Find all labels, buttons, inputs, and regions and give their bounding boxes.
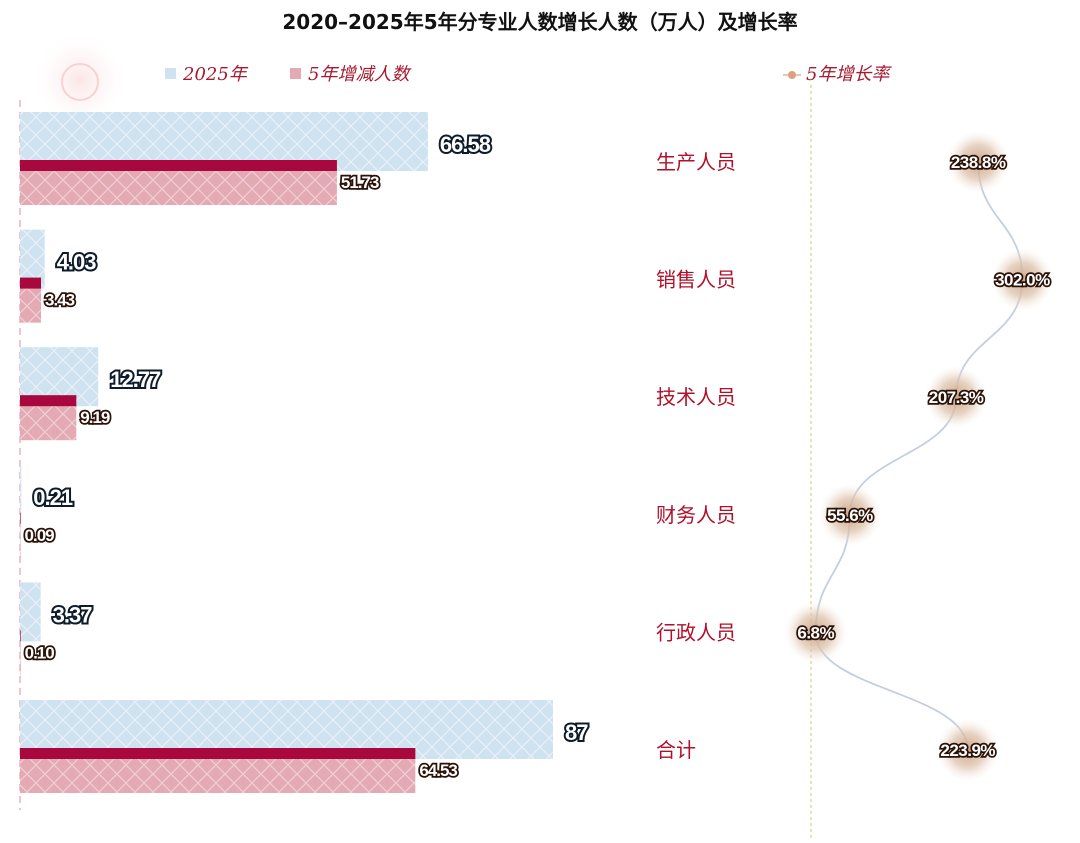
rate-marker-2 <box>925 366 988 429</box>
legend-swatch-change <box>290 68 301 79</box>
rate-label-1: 302.0% <box>995 271 1050 290</box>
bar-change-4 <box>20 630 21 676</box>
category-label-0: 生产人员 <box>656 150 736 174</box>
legend-label-2025: 2025年 <box>182 64 249 85</box>
legend-label-rate: 5年增长率 <box>806 64 892 85</box>
category-label-4: 行政人员 <box>656 620 736 644</box>
bar-change-accent-0 <box>20 160 337 171</box>
label-change-3: 0.09 <box>25 526 55 545</box>
legend: 2025年 5年增减人数 5年增长率 <box>165 64 892 85</box>
label-2025-0: 66.58 <box>440 132 491 157</box>
bar-change-1 <box>20 277 42 323</box>
label-change-5: 64.53 <box>419 761 457 780</box>
rate-label-3: 55.6% <box>827 506 873 525</box>
rate-marker-4 <box>784 601 847 664</box>
category-label-2: 技术人员 <box>656 385 736 409</box>
rate-label-0: 238.8% <box>951 153 1006 172</box>
label-change-1: 3.43 <box>45 291 75 310</box>
bar-change-accent-1 <box>20 277 42 289</box>
rate-label-5: 223.9% <box>940 741 995 760</box>
rate-marker-3 <box>818 483 881 546</box>
bar-change-accent-5 <box>20 748 416 759</box>
bar-2025-3 <box>20 464 22 524</box>
rate-marker-1 <box>991 248 1054 311</box>
bar-change-accent-4 <box>20 630 21 642</box>
bar-2025-4 <box>20 582 41 642</box>
bar-change-3 <box>20 512 21 558</box>
label-change-4: 0.10 <box>25 643 55 662</box>
category-label-5: 合计 <box>656 738 696 762</box>
rate-label-4: 6.8% <box>797 623 834 642</box>
label-2025-2: 12.77 <box>110 367 161 392</box>
rate-marker-0 <box>947 131 1010 193</box>
growth-rate-line <box>814 161 1024 751</box>
category-label-3: 财务人员 <box>656 503 736 527</box>
bar-change-accent-2 <box>20 395 77 407</box>
bars-layer: 66.58 51.73 4.03 3.43 12.779.19 0.21 0.09 3.37 0… <box>20 112 591 793</box>
rate-marker-5 <box>936 719 999 781</box>
rate-label-2: 207.3% <box>929 388 984 407</box>
label-2025-5: 87 <box>565 720 588 745</box>
legend-swatch-2025 <box>165 68 176 79</box>
label-change-0: 51.73 <box>341 173 379 192</box>
chart-title: 2020–2025年5年分专业人数增长人数（万人）及增长率 <box>282 10 797 34</box>
legend-label-change: 5年增减人数 <box>308 64 411 85</box>
legend-marker-rate-icon <box>788 71 796 79</box>
growth-rate-points: 238.8% 302.0% 207.3% 55.6% 6.8% 223.9% <box>784 131 1054 781</box>
category-label-1: 销售人员 <box>656 268 736 292</box>
watermark-logo-icon <box>35 35 125 125</box>
bar-change-accent-3 <box>20 512 21 524</box>
label-2025-4: 3.37 <box>53 602 93 627</box>
label-2025-1: 4.03 <box>57 250 97 275</box>
label-change-2: 9.19 <box>80 408 110 427</box>
label-2025-3: 0.21 <box>33 485 73 510</box>
